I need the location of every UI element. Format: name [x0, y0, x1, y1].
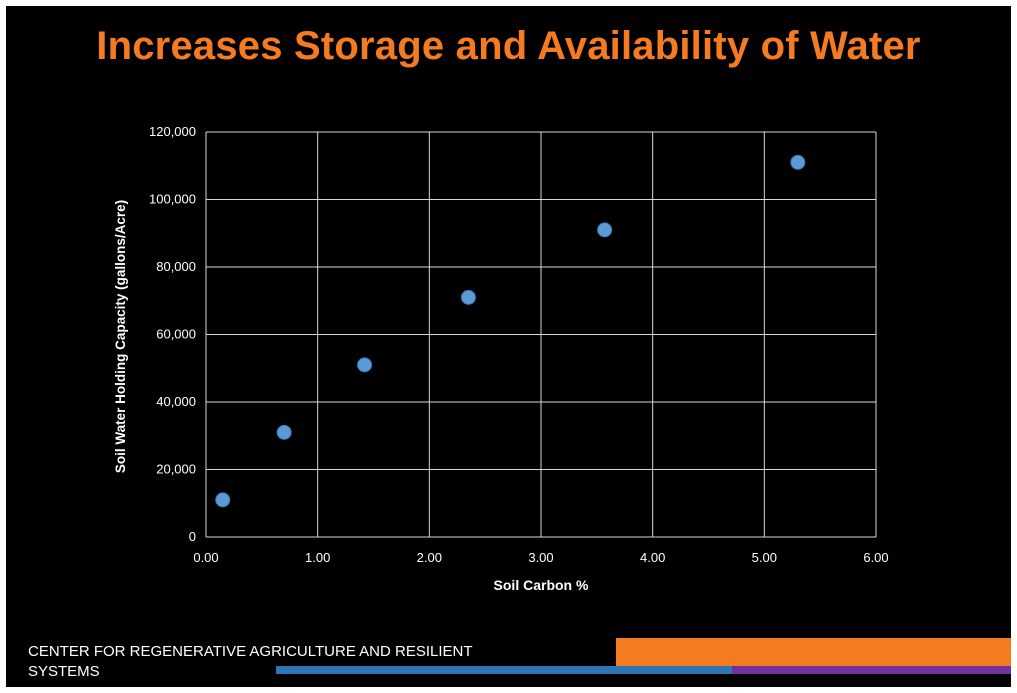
data-point — [790, 154, 806, 170]
y-tick-label: 40,000 — [156, 394, 196, 409]
footer-accent-bar-orange — [616, 638, 1011, 666]
x-tick-label: 5.00 — [752, 550, 777, 565]
data-point — [276, 424, 292, 440]
x-tick-label: 4.00 — [640, 550, 665, 565]
data-point — [597, 222, 613, 238]
data-point — [357, 357, 373, 373]
x-tick-label: 6.00 — [863, 550, 888, 565]
footer-organization-name: CENTER FOR REGENERATIVE AGRICULTURE AND … — [28, 643, 473, 680]
y-tick-label: 0 — [189, 529, 196, 544]
slide-title: Increases Storage and Availability of Wa… — [96, 24, 921, 68]
x-tick-label: 2.00 — [417, 550, 442, 565]
y-tick-label: 60,000 — [156, 327, 196, 342]
y-tick-label: 20,000 — [156, 462, 196, 477]
x-axis-title: Soil Carbon % — [494, 577, 589, 593]
y-tick-label: 80,000 — [156, 259, 196, 274]
slide: Increases Storage and Availability of Wa… — [6, 6, 1011, 687]
y-tick-label: 100,000 — [149, 192, 196, 207]
footer-accent-bar-blue — [276, 666, 732, 674]
x-tick-label: 3.00 — [528, 550, 553, 565]
data-point — [460, 289, 476, 305]
y-tick-label: 120,000 — [149, 124, 196, 139]
footer-accent-bar-purple — [732, 666, 1011, 674]
data-point — [215, 492, 231, 508]
y-axis-title: Soil Water Holding Capacity (gallons/Acr… — [113, 200, 128, 473]
scatter-chart: 0.00 1.00 2.00 3.00 4.00 5.00 6.00 0 20,000 40,00… — [113, 124, 889, 593]
x-tick-label: 1.00 — [305, 550, 330, 565]
x-tick-label: 0.00 — [193, 550, 218, 565]
